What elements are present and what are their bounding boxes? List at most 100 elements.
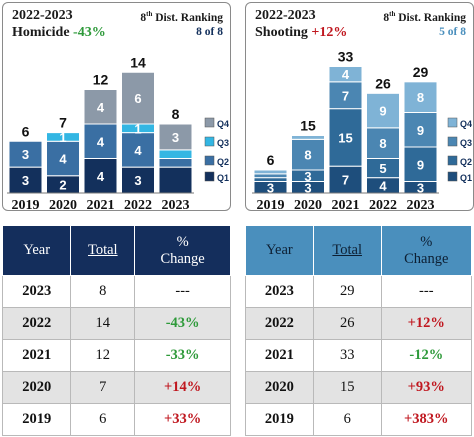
segment-label: 3 [22,173,29,188]
year-cell: 2022 [245,307,314,340]
bar-segment-2023-q1 [158,166,193,194]
x-tick-label: 2022 [369,198,397,212]
title-category: Homicide [12,25,74,40]
bar-total-label: 26 [375,75,391,91]
rank-label-suffix: th [146,10,153,18]
legend-swatch-q3 [447,136,458,147]
table-row: 2022 26 +12% [245,307,473,340]
segment-label: 3 [172,130,179,145]
year-cell: 2019 [1,403,72,436]
year-cell: 2022 [1,307,72,340]
homicide-summary-table: Year Total % Change 2023 8 --- 2022 14 -43% 20… [1,225,231,436]
total-cell: 12 [70,339,136,372]
homicide-chart-panel: 2022-2023 Homicide -43% 8th Dist. Rankin… [2,2,231,212]
segment-label: 8 [304,148,311,163]
legend-label: Q4 [217,119,229,129]
bar-total-label: 6 [267,152,275,168]
bar-segment-2023-q3 [403,112,438,148]
x-tick-label: 2023 [407,198,435,212]
district-ranking: 8th Dist. Ranking 8 of 8 [140,7,223,39]
bar-total-label: 33 [338,49,354,65]
segment-label: 7 [342,88,349,103]
segment-label: 3 [304,180,311,195]
segment-label: 4 [97,100,105,115]
bar-total-label: 7 [59,115,67,131]
bar-segment-2021-q1 [328,165,363,194]
x-tick-label: 2021 [87,198,115,212]
segment-label: 4 [59,152,67,167]
table-header-row: Year Total % Change [245,225,473,276]
segment-label: 3 [267,180,274,195]
table-row: 2022 14 -43% [1,307,231,340]
legend-swatch-q2 [204,155,215,166]
rank-label-text: Dist. Ranking [152,11,223,24]
legend-label: Q2 [460,157,472,167]
segment-label: 4 [97,169,105,184]
segment-label: 9 [417,123,424,138]
bar-segment-2023-q4 [403,81,438,114]
segment-label: 4 [342,67,350,82]
segment-label: 4 [97,134,105,149]
title-period: 2022-2023 [255,8,316,23]
segment-label: 1 [59,130,66,145]
bar-total-label: 14 [130,54,146,70]
bar-segment-2020-q3 [291,138,325,171]
legend-swatch-q2 [447,155,458,166]
segment-label: 7 [342,173,349,188]
total-cell: 15 [312,371,382,404]
table-row: 2020 7 +14% [1,371,231,404]
segment-label: 5 [379,161,386,176]
segment-label: 15 [338,130,352,145]
bar-segment-2022-q4 [121,71,155,125]
table-row: 2021 12 -33% [1,339,231,372]
district-ranking: 8th Dist. Ranking 5 of 8 [383,7,466,39]
bar-total-label: 6 [22,123,30,139]
legend-swatch-q1 [204,171,215,182]
title-period: 2022-2023 [12,8,73,23]
bar-segment-2021-q3 [328,81,363,110]
total-cell: 33 [312,339,382,372]
change-cell: +14% [134,371,231,404]
panel-title: 2022-2023 Shooting +12% [255,7,347,41]
change-cell: +33% [134,403,231,436]
change-cell: -33% [134,339,231,372]
x-tick-label: 2020 [49,198,77,212]
title-category: Shooting [255,25,312,40]
legend-label: Q3 [217,138,229,148]
bar-segment-2021-q2 [328,108,363,167]
change-cell: --- [134,275,231,308]
legend-swatch-q4 [204,117,215,128]
segment-label: 3 [304,169,311,184]
segment-label: 8 [379,136,386,151]
legend-swatch-q1 [447,171,458,182]
total-cell: 6 [312,403,382,436]
total-cell: 29 [312,275,382,308]
segment-label: 9 [379,104,386,119]
rank-label-suffix: th [389,10,396,18]
change-cell: -12% [380,339,473,372]
year-cell: 2020 [1,371,72,404]
segment-label: 3 [417,180,424,195]
year-cell: 2021 [245,339,314,372]
x-tick-label: 2019 [12,198,40,212]
year-cell: 2023 [245,275,314,308]
shooting-summary-table: Year Total % Change 2023 29 --- 2022 26 +12% 2… [245,225,473,436]
total-cell: 8 [70,275,136,308]
title-change: +12% [311,25,348,40]
bar-segment-2022-q3 [366,127,400,160]
bar-total-label: 8 [172,106,180,122]
change-cell: -43% [134,307,231,340]
segment-label: 2 [59,177,66,192]
bar-total-label: 15 [300,118,316,134]
table-row: 2023 8 --- [1,275,231,308]
segment-label: 8 [417,90,424,105]
x-tick-label: 2021 [332,198,360,212]
table-row: 2020 15 +93% [245,371,473,404]
bar-segment-2023-q2 [158,158,193,168]
shooting-chart-panel: 2022-2023 Shooting +12% 8th Dist. Rankin… [245,2,474,212]
change-cell: +12% [380,307,473,340]
shooting-stacked-bar-chart: 3620193381520207157433202145892620223998… [252,49,472,212]
change-header: % Change [134,225,231,276]
total-header: Total [312,225,382,276]
legend-swatch-q4 [447,117,458,128]
